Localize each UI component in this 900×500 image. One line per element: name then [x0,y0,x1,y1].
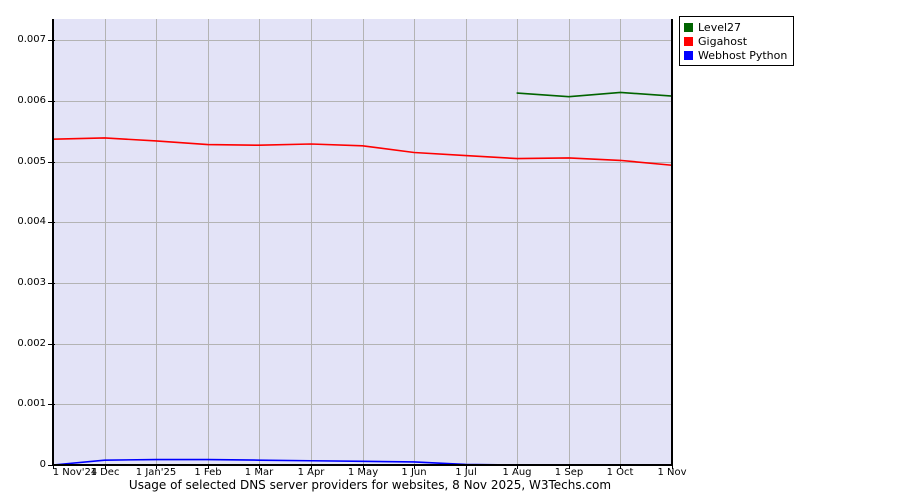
x-tick-mark [569,465,570,469]
y-tick-label: 0.007 [17,34,46,45]
gridline-vertical [208,19,209,465]
gridline-vertical [311,19,312,465]
legend-swatch-gigahost [684,36,693,46]
x-tick-mark [156,465,157,469]
gridline-vertical [363,19,364,465]
y-tick-mark [48,162,55,163]
legend: Level27 Gigahost Webhost Python [679,16,795,66]
x-tick-label: 1 Feb [194,467,222,478]
legend-item-webhost-python: Webhost Python [684,48,787,62]
legend-label-level27: Level27 [698,20,742,34]
y-tick-label: 0.004 [17,216,46,227]
gridline-horizontal [53,162,672,163]
x-tick-label: 1 Aug [502,467,532,478]
gridline-vertical [620,19,621,465]
x-tick-label: 1 Nov'24 [52,467,98,478]
x-tick-mark [414,465,415,469]
series-line-gigahost [52,137,673,167]
x-tick-label: 1 Dec [90,467,120,478]
y-tick-mark [48,101,55,102]
gridline-vertical [466,19,467,465]
x-tick-label: 1 Mar [244,467,274,478]
plot-right-border [671,19,673,466]
x-tick-label: 1 Jan'25 [135,467,177,478]
x-axis-line [52,464,673,466]
x-tick-mark [672,465,673,469]
legend-item-level27: Level27 [684,20,787,34]
legend-label-gigahost: Gigahost [698,34,748,48]
x-tick-label: 1 Apr [297,467,325,478]
x-tick-mark [466,465,467,469]
y-tick-label: 0.003 [17,277,46,288]
gridline-horizontal [53,404,672,405]
y-tick-mark [48,40,55,41]
gridline-vertical [414,19,415,465]
x-tick-label: 1 Nov [657,467,687,478]
x-tick-label: 1 Jul [455,467,477,478]
legend-label-webhost-python: Webhost Python [698,48,788,62]
x-tick-label: 1 Jun [401,467,427,478]
x-tick-label: 1 Oct [606,467,634,478]
y-tick-mark [48,283,55,284]
series-line-level27 [516,91,673,98]
x-tick-mark [517,465,518,469]
gridline-vertical [517,19,518,465]
y-tick-label: 0.006 [17,95,46,106]
x-tick-mark [363,465,364,469]
x-tick-mark [620,465,621,469]
x-tick-mark [208,465,209,469]
gridline-horizontal [53,222,672,223]
y-tick-mark [48,344,55,345]
legend-item-gigahost: Gigahost [684,34,787,48]
y-axis-line [52,19,54,466]
y-tick-mark [48,222,55,223]
y-tick-label: 0 [39,459,46,470]
y-tick-label: 0.002 [17,338,46,349]
x-tick-mark [53,465,54,469]
gridline-vertical [259,19,260,465]
legend-swatch-level27 [684,22,693,32]
y-tick-mark [48,465,55,466]
legend-swatch-webhost-python [684,50,693,60]
x-tick-mark [105,465,106,469]
gridline-horizontal [53,101,672,102]
gridline-horizontal [53,344,672,345]
x-tick-label: 1 May [347,467,379,478]
x-tick-mark [259,465,260,469]
x-tick-label: 1 Sep [554,467,584,478]
gridline-vertical [105,19,106,465]
gridline-vertical [569,19,570,465]
y-tick-label: 0.005 [17,156,46,167]
y-tick-mark [48,404,55,405]
chart-caption: Usage of selected DNS server providers f… [128,478,612,492]
gridline-horizontal [53,40,672,41]
gridline-horizontal [53,283,672,284]
y-tick-label: 0.001 [17,398,46,409]
x-tick-mark [311,465,312,469]
gridline-vertical [156,19,157,465]
